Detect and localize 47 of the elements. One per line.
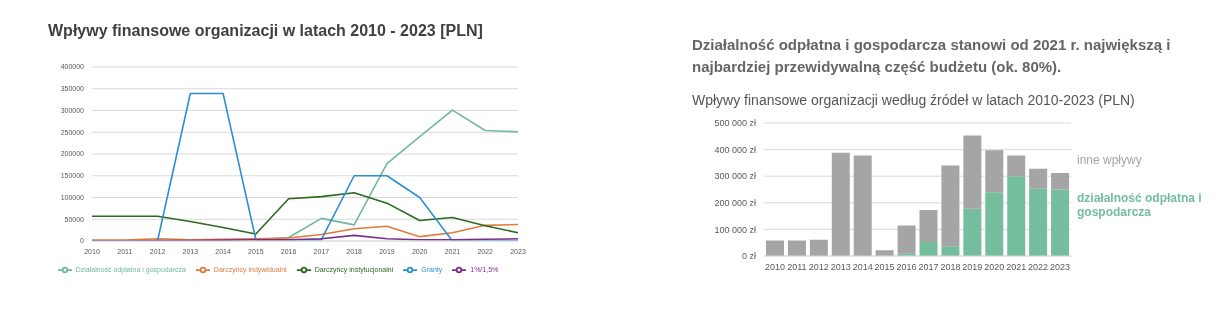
x-tick-label: 2021 [1006,262,1027,273]
bar [941,246,960,256]
bar [1051,173,1070,190]
chart-title: Działalność odpłatna i gospodarcza stanowi od 2021 r. największą i najbardziej przewidywalną część budżetu (ok. 80%). [692,35,1172,77]
y-tick-label: 0 zł [741,251,756,262]
line-series [91,223,519,241]
chart-title: Wpływy finansowe organizacji w latach 2010 - 2023 [PLN] [48,22,484,40]
bar [985,150,1004,193]
bar [1007,176,1026,256]
series-label: inne wpływy [1077,153,1143,167]
bar [963,208,982,256]
x-tick-label: 2019 [962,262,983,273]
bar [853,155,872,256]
x-tick-label: 2013 [830,262,851,273]
y-tick-label: 500 000 zł [714,118,756,129]
x-tick-label: 2010 [764,262,785,273]
x-tick-label: 2015 [874,262,895,273]
bar [831,152,850,256]
y-tick-label: 400 000 zł [714,144,756,155]
bar [1051,189,1070,256]
bar [919,241,938,256]
x-tick-label: 2016 [896,262,917,273]
bar [787,240,806,256]
bar [919,209,938,242]
y-tick-label: 200 000 zł [714,197,756,208]
series-label: działalność odpłatna i gospodarcza [1077,191,1203,219]
line-series [91,191,519,235]
bar [985,192,1004,256]
x-tick-label: 2011 [787,262,807,273]
x-tick-label: 2017 [918,262,939,273]
x-tick-label: 2018 [940,262,961,273]
bar [897,225,916,254]
bar [1029,168,1048,189]
y-tick-label: 100 000 zł [714,224,756,235]
bar [1007,155,1026,177]
x-tick-label: 2022 [1028,262,1049,273]
bar [941,165,960,247]
bar [809,239,828,256]
x-tick-label: 2012 [808,262,829,273]
bar [1029,188,1048,256]
bar [766,240,784,256]
bar [963,135,982,209]
x-tick-label: 2020 [984,262,1005,273]
x-tick-label: 2014 [852,262,873,273]
y-tick-label: 300 000 zł [714,171,756,182]
chart-subtitle: Wpływy finansowe organizacji według źródeł w latach 2010-2023 (PLN) [692,92,1136,108]
x-tick-label: 2023 [1050,262,1071,273]
